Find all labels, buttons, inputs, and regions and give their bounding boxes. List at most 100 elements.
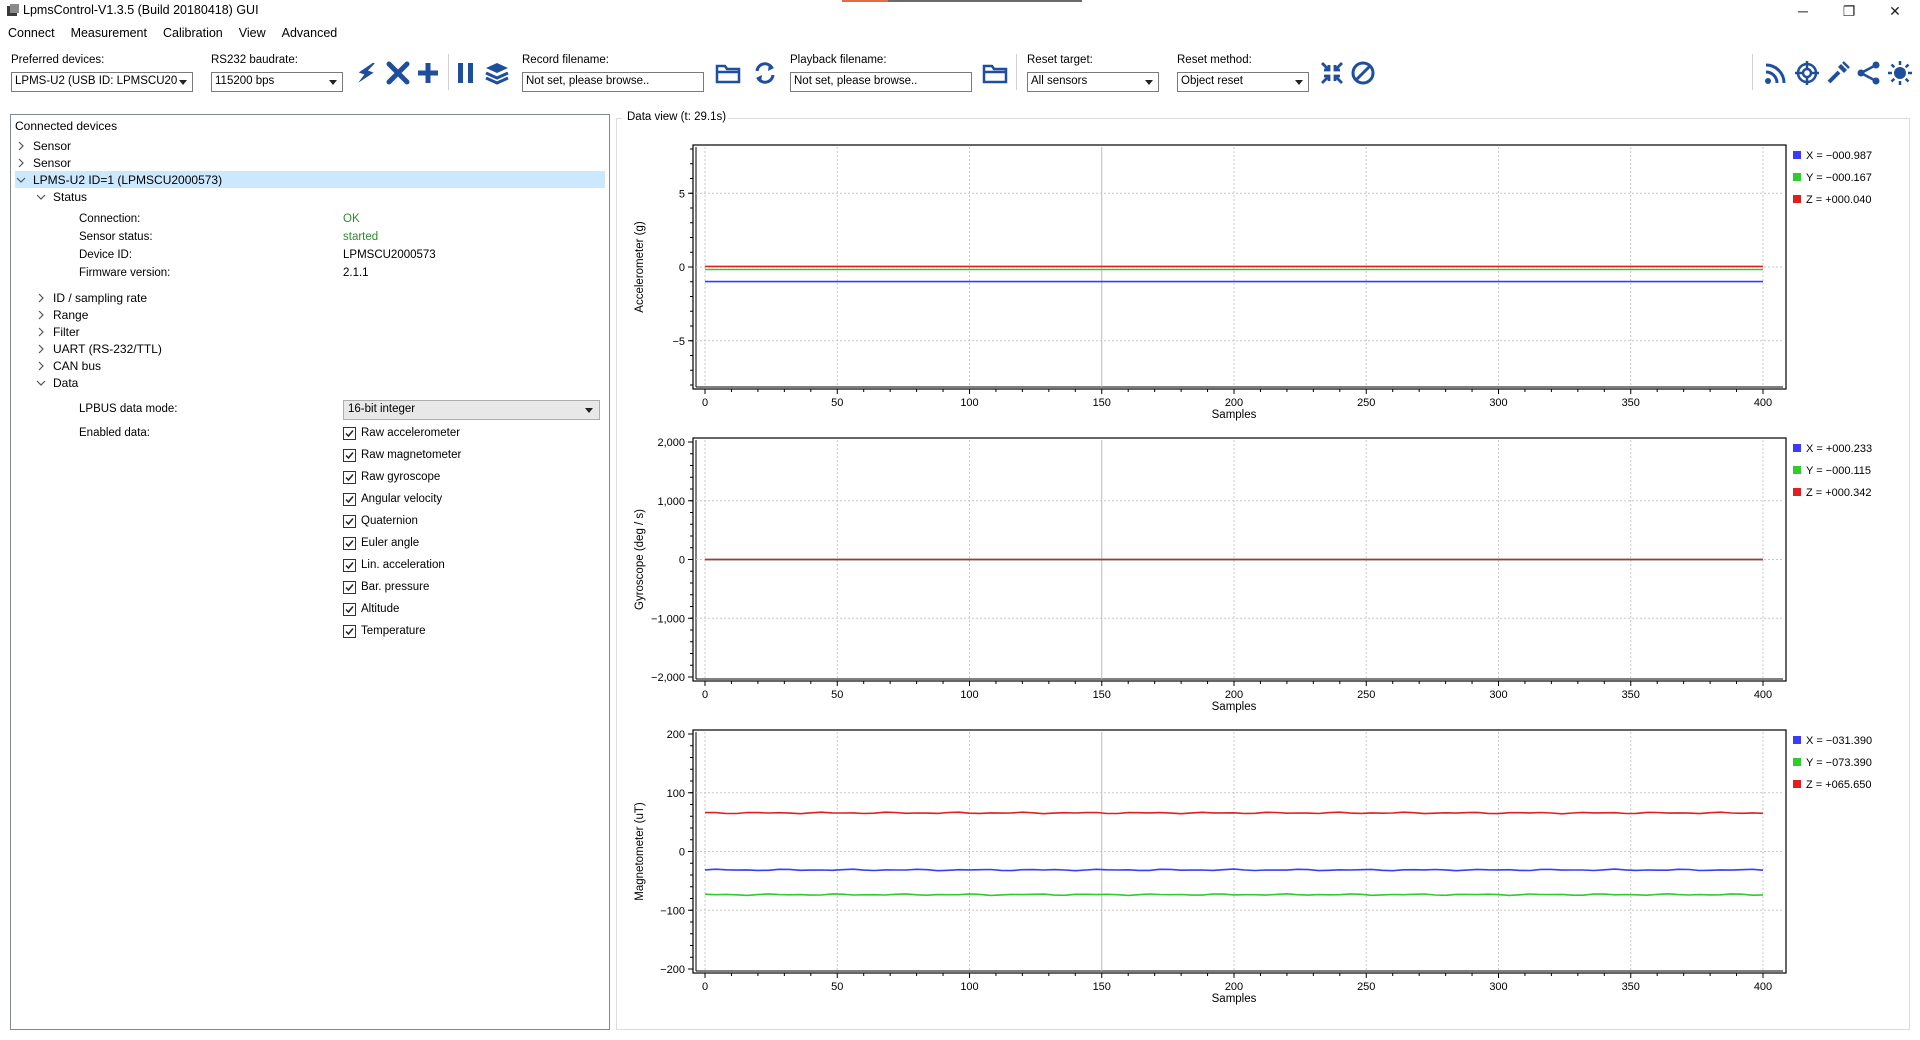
reset-target-label: Reset target:: [1027, 54, 1093, 66]
tree-item-sensor-2[interactable]: Sensor: [15, 154, 71, 171]
open-playback-folder-icon: [982, 64, 1008, 84]
record-filename-field[interactable]: Not set, please browse..: [522, 72, 704, 92]
tree-item-id-sampling[interactable]: ID / sampling rate: [35, 289, 147, 306]
enabled-data-checkbox[interactable]: Raw accelerometer: [343, 424, 460, 442]
stop-button[interactable]: [1349, 58, 1377, 88]
tree-item-can-bus[interactable]: CAN bus: [35, 357, 101, 374]
enabled-data-checkbox[interactable]: Raw magnetometer: [343, 446, 461, 464]
menu-view[interactable]: View: [238, 26, 266, 40]
enabled-data-checkbox[interactable]: Quaternion: [343, 512, 418, 530]
baudrate-select[interactable]: 115200 bps: [211, 72, 343, 92]
sun-button[interactable]: [1886, 58, 1914, 88]
menu-connect[interactable]: Connect: [8, 26, 55, 40]
chevron-right-icon[interactable]: [15, 157, 27, 169]
enabled-data-label-text: Euler angle: [361, 537, 420, 549]
enabled-data-label-text: Angular velocity: [361, 493, 443, 505]
checkmark-icon[interactable]: [343, 602, 356, 616]
chevron-down-icon[interactable]: [35, 377, 47, 389]
enabled-data-checkbox[interactable]: Temperature: [343, 622, 426, 640]
enabled-data-checkbox[interactable]: Euler angle: [343, 534, 419, 552]
lpbus-mode-select[interactable]: 16-bit integer: [343, 400, 600, 420]
share-button[interactable]: [1855, 58, 1883, 88]
x-axis-label: Samples: [1212, 409, 1257, 421]
chevron-right-icon[interactable]: [35, 309, 47, 321]
enabled-data-label-text: Altitude: [361, 603, 400, 615]
legend-entry: Z = +065.650: [1806, 779, 1871, 791]
legend-entry: Y = −073.390: [1806, 757, 1872, 769]
x-tick-label: 300: [1489, 397, 1507, 409]
series-line: [704, 892, 1764, 897]
tree-item-filter[interactable]: Filter: [35, 323, 80, 340]
enabled-data-checkbox[interactable]: Altitude: [343, 600, 399, 618]
rss-button[interactable]: [1762, 58, 1790, 88]
tree-item-sensor-1[interactable]: Sensor: [15, 137, 71, 154]
preferred-devices-label: Preferred devices:: [11, 54, 105, 66]
enabled-data-checkbox[interactable]: Lin. acceleration: [343, 556, 445, 574]
chevron-down-icon: [329, 80, 337, 85]
target-button[interactable]: [1793, 58, 1821, 88]
pause-button[interactable]: [452, 58, 480, 88]
chevron-right-icon[interactable]: [35, 326, 47, 338]
enabled-data-checkbox[interactable]: Angular velocity: [343, 490, 442, 508]
connect-button[interactable]: [352, 58, 380, 88]
connect-icon: [358, 62, 375, 83]
reset-button[interactable]: [1318, 58, 1346, 88]
x-tick-label: 200: [1225, 689, 1243, 701]
firmware-version-label: Firmware version:: [79, 267, 171, 279]
checkmark-icon[interactable]: [343, 448, 356, 462]
browse-playback-button[interactable]: [981, 58, 1009, 88]
tree-item-uart[interactable]: UART (RS-232/TTL): [35, 340, 162, 357]
chevron-down-icon[interactable]: [15, 174, 27, 186]
tree-item-status[interactable]: Status: [35, 188, 87, 205]
maximize-button[interactable]: ❐: [1842, 2, 1856, 19]
tree-item-range[interactable]: Range: [35, 306, 88, 323]
toolbar: Preferred devices: LPMS-U2 (USB ID: LPMS…: [0, 44, 1920, 100]
chevron-right-icon[interactable]: [35, 343, 47, 355]
checkmark-icon[interactable]: [343, 492, 356, 506]
checkmark-icon[interactable]: [343, 580, 356, 594]
legend-swatch: [1793, 466, 1801, 474]
browse-record-button[interactable]: [714, 58, 742, 88]
enabled-data-checkbox[interactable]: Bar. pressure: [343, 578, 429, 596]
close-button[interactable]: ✕: [1889, 2, 1901, 19]
layers-button[interactable]: [483, 58, 511, 88]
menu-calibration[interactable]: Calibration: [163, 26, 223, 40]
reset-target-select[interactable]: All sensors: [1027, 72, 1159, 92]
disconnect-button[interactable]: [384, 58, 412, 88]
checkmark-icon[interactable]: [343, 624, 356, 638]
enabled-data-checkbox[interactable]: Raw gyroscope: [343, 468, 440, 486]
calibrate-button[interactable]: [1824, 58, 1852, 88]
checkmark-icon[interactable]: [343, 470, 356, 484]
legend-entry: Y = −000.167: [1806, 172, 1872, 184]
tree-item-lpms-u2[interactable]: LPMS-U2 ID=1 (LPMSCU2000573): [15, 171, 605, 188]
checkmark-icon[interactable]: [343, 536, 356, 550]
chevron-right-icon[interactable]: [35, 360, 47, 372]
playback-filename-field[interactable]: Not set, please browse..: [790, 72, 972, 92]
x-tick-label: 400: [1754, 981, 1772, 993]
legend-swatch: [1793, 736, 1801, 744]
checkmark-icon[interactable]: [343, 558, 356, 572]
menu-advanced[interactable]: Advanced: [281, 26, 338, 40]
minimize-button[interactable]: ─: [1798, 3, 1808, 19]
preferred-devices-select[interactable]: LPMS-U2 (USB ID: LPMSCU20: [11, 72, 193, 92]
refresh-button[interactable]: [751, 58, 779, 88]
chevron-down-icon[interactable]: [35, 191, 47, 203]
checkmark-icon[interactable]: [343, 426, 356, 440]
reset-method-select[interactable]: Object reset: [1177, 72, 1309, 92]
menu-measurement[interactable]: Measurement: [70, 26, 147, 40]
x-tick-label: 0: [702, 689, 708, 701]
x-tick-label: 400: [1754, 689, 1772, 701]
sensor-status-value: started: [343, 231, 379, 243]
tree-item-data[interactable]: Data: [35, 374, 78, 391]
legend-swatch: [1793, 488, 1801, 496]
y-tick-label: 0: [679, 262, 685, 274]
x-tick-label: 100: [960, 397, 978, 409]
chevron-right-icon[interactable]: [15, 140, 27, 152]
connection-label: Connection:: [79, 213, 141, 225]
chevron-down-icon: [1145, 80, 1153, 85]
checkmark-icon[interactable]: [343, 514, 356, 528]
add-sensor-button[interactable]: [414, 58, 442, 88]
chevron-right-icon[interactable]: [35, 292, 47, 304]
y-tick-label: 2,000: [657, 437, 685, 449]
legend-swatch: [1793, 444, 1801, 452]
